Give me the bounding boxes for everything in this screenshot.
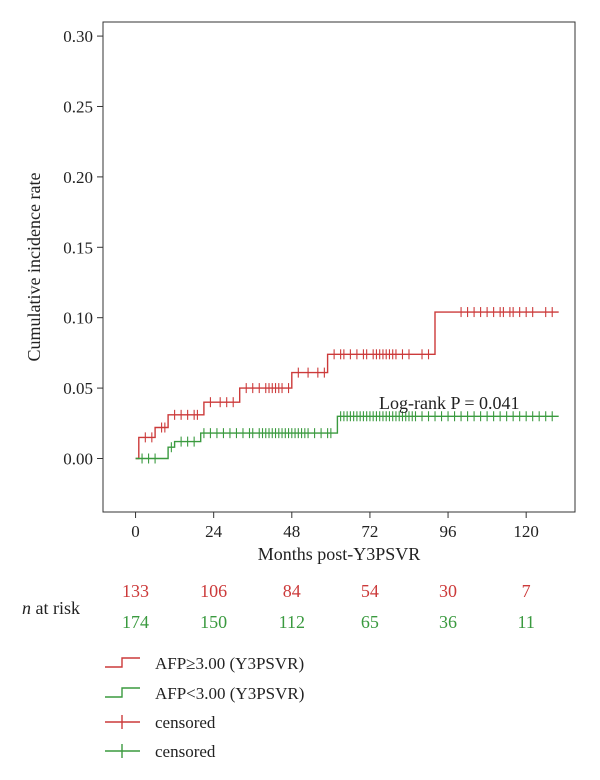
risk-value: 54 bbox=[361, 581, 379, 601]
risk-value: 133 bbox=[122, 581, 149, 601]
legend: AFP≥3.00 (Y3PSVR) AFP<3.00 (Y3PSVR) censor… bbox=[105, 654, 304, 761]
legend-item: AFP≥3.00 (Y3PSVR) bbox=[105, 654, 304, 673]
y-tick-label: 0.30 bbox=[63, 27, 93, 46]
y-tick-label: 0.15 bbox=[63, 238, 93, 257]
y-axis: 0.00 0.05 0.10 0.15 0.20 0.25 0.30 bbox=[63, 27, 103, 468]
x-tick-label: 72 bbox=[361, 522, 378, 541]
risk-value: 106 bbox=[200, 581, 227, 601]
risk-value: 174 bbox=[122, 612, 149, 632]
x-tick-label: 48 bbox=[283, 522, 300, 541]
x-axis-title: Months post-Y3PSVR bbox=[258, 544, 421, 564]
risk-title-rest: at risk bbox=[31, 598, 80, 618]
legend-label: AFP<3.00 (Y3PSVR) bbox=[155, 684, 304, 703]
y-tick-label: 0.10 bbox=[63, 309, 93, 328]
y-axis-title: Cumulative incidence rate bbox=[24, 173, 44, 362]
risk-value: 84 bbox=[283, 581, 301, 601]
risk-value: 150 bbox=[200, 612, 227, 632]
x-tick-label: 96 bbox=[440, 522, 457, 541]
y-tick-label: 0.25 bbox=[63, 97, 93, 116]
risk-value: 112 bbox=[279, 612, 305, 632]
series-line-1 bbox=[135, 311, 559, 460]
plot-frame bbox=[102, 21, 576, 513]
legend-label: censored bbox=[155, 742, 216, 761]
risk-value: 7 bbox=[522, 581, 531, 601]
y-tick-label: 0.00 bbox=[63, 449, 93, 468]
legend-step-swatch bbox=[105, 657, 140, 668]
legend-item: censored bbox=[105, 713, 216, 732]
legend-label: AFP≥3.00 (Y3PSVR) bbox=[155, 654, 304, 673]
x-tick-label: 24 bbox=[205, 522, 223, 541]
log-rank-annotation: Log-rank P = 0.041 bbox=[379, 393, 519, 413]
series-line-2 bbox=[135, 415, 559, 460]
legend-label: censored bbox=[155, 713, 216, 732]
series-layer bbox=[135, 307, 559, 464]
x-tick-label: 0 bbox=[131, 522, 140, 541]
risk-table: 133 106 84 54 30 7 174 150 112 65 36 11 bbox=[122, 581, 535, 632]
risk-value: 36 bbox=[439, 612, 457, 632]
risk-value: 30 bbox=[439, 581, 457, 601]
x-axis: 0 24 48 72 96 120 bbox=[131, 512, 539, 541]
risk-value: 65 bbox=[361, 612, 379, 632]
x-tick-label: 120 bbox=[513, 522, 539, 541]
risk-value: 11 bbox=[518, 612, 535, 632]
legend-item: AFP<3.00 (Y3PSVR) bbox=[105, 684, 304, 703]
legend-item: censored bbox=[105, 742, 216, 761]
y-tick-label: 0.05 bbox=[63, 379, 93, 398]
risk-title-n: n bbox=[22, 598, 31, 618]
y-tick-label: 0.20 bbox=[63, 168, 93, 187]
risk-table-title: n at risk bbox=[22, 598, 80, 618]
legend-step-swatch bbox=[105, 687, 140, 698]
